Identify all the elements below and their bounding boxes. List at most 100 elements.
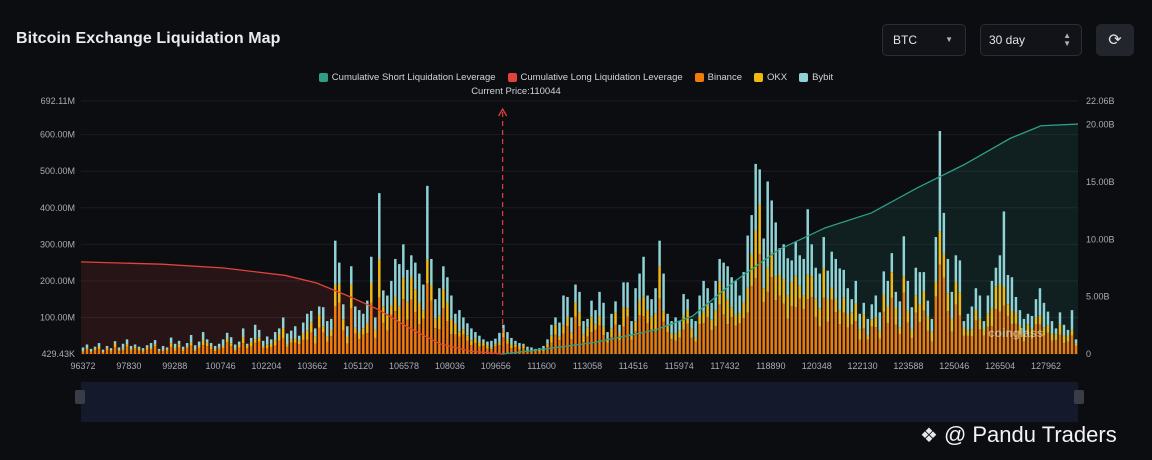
bar-okx: [662, 311, 665, 322]
bar-binance: [794, 307, 797, 354]
bar-binance: [438, 329, 441, 354]
bar-okx: [762, 288, 765, 303]
bar-bybit: [1058, 312, 1062, 325]
bar-okx: [293, 338, 297, 343]
bar-bybit: [758, 169, 761, 205]
legend-item-long[interactable]: Cumulative Long Liquidation Leverage: [507, 72, 683, 83]
bar-okx: [137, 348, 141, 351]
bar-okx: [221, 345, 225, 349]
y-left-tick-label: 500.00M: [40, 166, 75, 176]
bar-binance: [1070, 335, 1074, 354]
bar-binance: [946, 311, 950, 354]
bar-binance: [177, 347, 181, 354]
bar-bybit: [1070, 310, 1074, 330]
bar-binance: [189, 345, 193, 354]
bar-bybit: [678, 321, 681, 331]
bar-okx: [442, 289, 445, 309]
bar-okx: [1070, 329, 1074, 336]
bar-binance: [882, 311, 886, 354]
bar-bybit: [934, 237, 938, 282]
bar-binance: [498, 345, 501, 354]
bar-bybit: [354, 306, 357, 328]
bar-bybit: [946, 258, 950, 294]
bar-okx: [225, 338, 229, 343]
bar-binance: [674, 340, 677, 354]
bar-binance: [586, 336, 589, 354]
x-tick-label: 96372: [70, 361, 95, 371]
bar-okx: [754, 230, 757, 278]
bar-binance: [566, 326, 569, 354]
coin-select[interactable]: BTC ▼: [882, 24, 966, 56]
range-slider-handle-left[interactable]: [75, 390, 85, 404]
refresh-button[interactable]: ⟳: [1096, 24, 1134, 56]
range-slider-handle-right[interactable]: [1074, 390, 1084, 404]
bar-okx: [318, 314, 321, 328]
bar-bybit: [145, 345, 149, 348]
bar-binance: [225, 342, 229, 354]
bar-bybit: [438, 288, 441, 316]
bar-binance: [85, 349, 89, 354]
bar-okx: [986, 313, 990, 327]
bar-bybit: [570, 317, 573, 333]
bar-okx: [269, 343, 273, 347]
bar-okx: [630, 335, 633, 340]
bar-binance: [694, 341, 697, 354]
bar-okx: [253, 339, 257, 343]
bar-binance: [526, 350, 529, 354]
bar-bybit: [870, 304, 874, 320]
bar-bybit: [410, 255, 413, 278]
bar-bybit: [85, 344, 89, 349]
bar-binance: [834, 312, 837, 354]
bar-bybit: [197, 341, 201, 346]
legend-item-short[interactable]: Cumulative Short Liquidation Leverage: [318, 72, 496, 83]
legend-item-bybit[interactable]: Bybit: [799, 72, 833, 83]
bar-okx: [1050, 333, 1054, 341]
range-select[interactable]: 30 day ▲ ▼: [980, 24, 1082, 56]
bar-binance: [293, 342, 297, 354]
bar-okx: [738, 313, 741, 323]
bar-binance: [710, 329, 713, 354]
bar-bybit: [798, 255, 801, 286]
bar-okx: [574, 302, 577, 317]
bar-bybit: [101, 349, 105, 352]
bar-binance: [253, 342, 257, 354]
bar-okx: [141, 350, 145, 352]
bar-okx: [366, 323, 369, 334]
bar-bybit: [462, 317, 465, 330]
bar-binance: [402, 299, 405, 354]
legend-item-okx[interactable]: OKX: [754, 72, 787, 83]
pandu-traders-overlay: ❖ @ Pandu Traders: [920, 422, 1117, 447]
bar-okx: [362, 328, 365, 335]
y-left-tick-label: 600.00M: [40, 130, 75, 140]
bar-bybit: [674, 317, 677, 334]
x-tick-label: 108036: [435, 361, 465, 371]
bar-bybit: [362, 313, 365, 329]
legend-item-binance[interactable]: Binance: [694, 72, 742, 83]
bar-bybit: [121, 343, 125, 349]
bar-binance: [758, 254, 761, 354]
bar-okx: [430, 285, 433, 301]
bar-bybit: [285, 333, 289, 345]
bar-okx: [129, 349, 133, 351]
bar-okx: [1022, 333, 1026, 342]
range-slider-track[interactable]: [81, 382, 1078, 422]
bar-okx: [273, 340, 277, 346]
bar-bybit: [454, 313, 457, 324]
bar-okx: [838, 310, 841, 325]
bar-bybit: [1002, 211, 1006, 287]
bar-bybit: [614, 301, 617, 313]
bar-binance: [494, 346, 497, 354]
bar-bybit: [982, 321, 986, 329]
bar-okx: [778, 274, 781, 296]
bar-binance: [922, 310, 926, 354]
bar-okx: [746, 287, 749, 313]
bar-bybit: [734, 280, 737, 315]
bar-bybit: [1014, 296, 1018, 313]
bar-bybit: [906, 280, 910, 311]
bar-binance: [886, 323, 890, 354]
bar-bybit: [318, 306, 321, 315]
bar-binance: [454, 334, 457, 354]
bar-binance: [285, 346, 289, 354]
bar-okx: [614, 312, 617, 325]
bar-okx: [818, 308, 821, 327]
